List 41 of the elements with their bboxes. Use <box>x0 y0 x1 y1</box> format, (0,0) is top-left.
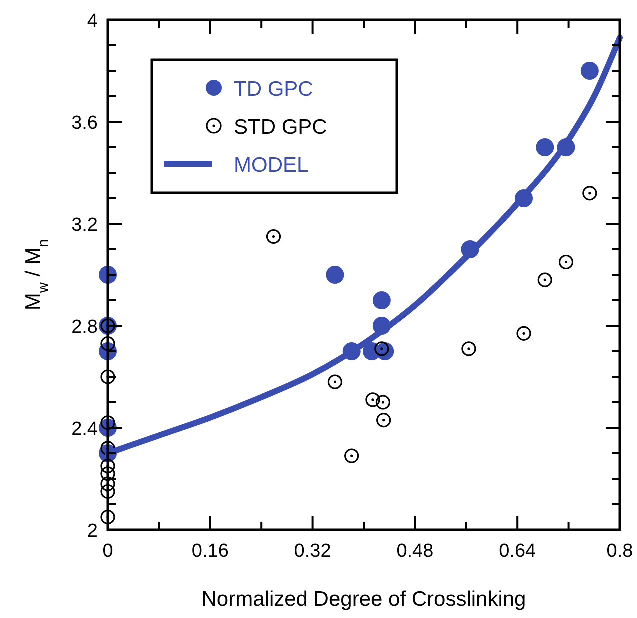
point <box>582 186 598 201</box>
legend-label: TD GPC <box>234 78 314 101</box>
y-tick-label: 2 <box>87 521 98 542</box>
point <box>366 392 380 408</box>
point <box>538 272 552 288</box>
legend-label: STD GPC <box>234 116 328 139</box>
point <box>266 229 282 244</box>
point <box>100 510 116 525</box>
point <box>100 458 116 474</box>
point <box>558 254 574 270</box>
x-axis-title: Normalized Degree of Crosslinking <box>202 588 526 611</box>
y-tick-label: 4 <box>87 11 98 32</box>
point <box>328 374 342 390</box>
y-tick-label: 3.6 <box>72 113 98 134</box>
x-tick-label: 0.48 <box>396 541 434 562</box>
point <box>376 395 390 410</box>
y-tick-label: 3.2 <box>72 215 98 236</box>
point <box>100 466 116 482</box>
x-tick-label: 0.16 <box>192 541 229 562</box>
point <box>536 138 554 156</box>
point <box>462 342 476 356</box>
point <box>376 413 392 428</box>
y-tick-label: 2.4 <box>72 419 98 440</box>
point <box>516 326 532 341</box>
point <box>100 476 116 492</box>
point <box>100 484 116 500</box>
point <box>344 448 360 464</box>
point <box>580 62 599 80</box>
y-tick-label: 2.8 <box>72 317 98 338</box>
point <box>372 292 391 310</box>
point <box>374 342 390 356</box>
x-tick-label: 0.64 <box>499 541 537 562</box>
x-tick-label: 0.32 <box>294 541 332 562</box>
legend-label: MODEL <box>234 154 309 177</box>
point <box>326 266 344 284</box>
point <box>100 370 116 384</box>
x-tick-label: 0 <box>102 541 114 562</box>
point <box>100 336 116 352</box>
point <box>100 416 116 430</box>
point <box>100 441 116 456</box>
x-tick-label: 0.8 <box>606 541 634 562</box>
